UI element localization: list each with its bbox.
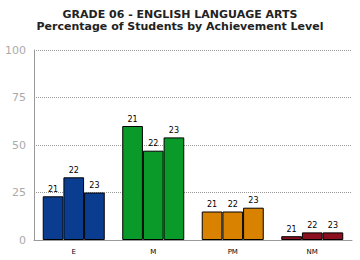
svg-text:21: 21 xyxy=(48,185,58,194)
svg-text:21: 21 xyxy=(127,115,137,124)
svg-text:50: 50 xyxy=(12,139,26,152)
svg-text:M: M xyxy=(150,248,156,256)
svg-text:21: 21 xyxy=(207,200,217,209)
svg-text:75: 75 xyxy=(12,91,26,104)
svg-text:23: 23 xyxy=(328,221,338,230)
svg-text:23: 23 xyxy=(169,126,179,135)
svg-text:23: 23 xyxy=(248,196,258,205)
svg-text:22: 22 xyxy=(228,200,238,209)
svg-text:NM: NM xyxy=(307,248,318,256)
svg-text:21: 21 xyxy=(286,225,296,234)
svg-text:22: 22 xyxy=(307,221,317,230)
svg-text:23: 23 xyxy=(89,181,99,190)
svg-text:100: 100 xyxy=(5,44,26,57)
svg-text:GRADE 06 - ENGLISH LANGUAGE AR: GRADE 06 - ENGLISH LANGUAGE ARTS xyxy=(62,8,298,21)
svg-text:E: E xyxy=(72,248,76,256)
svg-text:22: 22 xyxy=(148,139,158,148)
svg-text:22: 22 xyxy=(69,166,79,175)
svg-text:PM: PM xyxy=(228,248,238,256)
svg-text:Percentage of Students by Achi: Percentage of Students by Achievement Le… xyxy=(37,20,324,33)
svg-text:0: 0 xyxy=(19,234,26,247)
svg-text:25: 25 xyxy=(12,186,26,199)
